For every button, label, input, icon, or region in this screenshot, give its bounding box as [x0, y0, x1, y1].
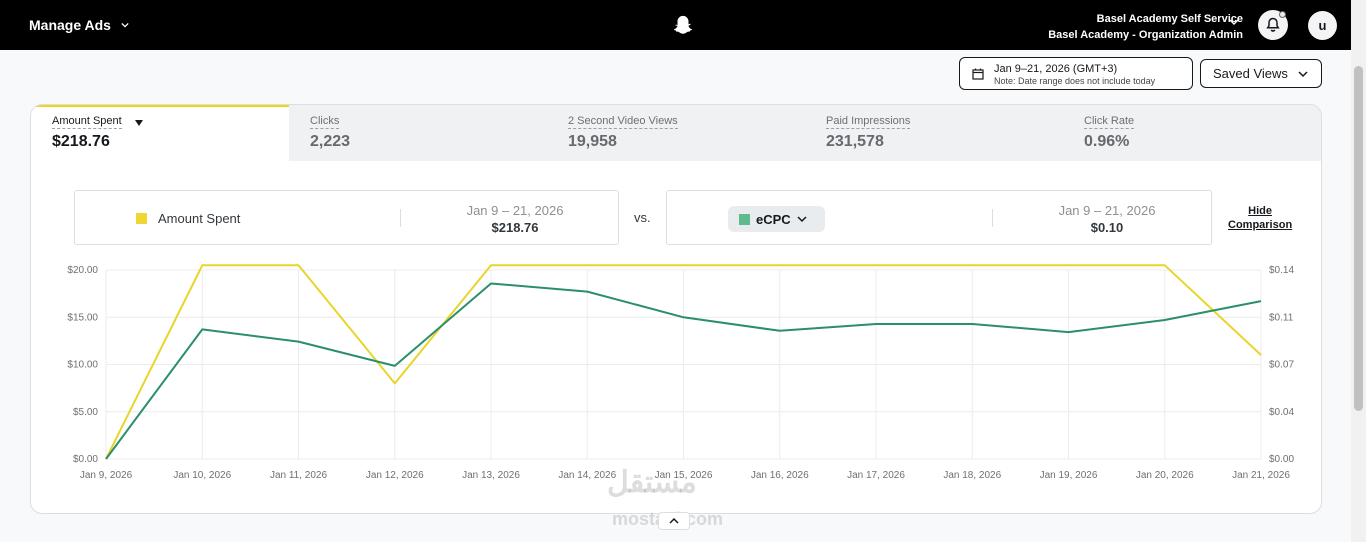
y-left-tick-label: $0.00 [73, 454, 98, 465]
saved-views-label: Saved Views [1213, 66, 1288, 81]
snapchat-ghost-icon[interactable] [672, 14, 694, 36]
tab-label: Click Rate [1084, 115, 1135, 129]
primary-metric-summary: Amount Spent Jan 9 – 21, 2026 $218.76 [74, 190, 619, 245]
x-tick-label: Jan 14, 2026 [558, 470, 616, 481]
account-switcher[interactable]: Basel Academy Self Service Basel Academy… [1048, 11, 1243, 43]
notification-dot [1279, 11, 1286, 18]
x-tick-label: Jan 18, 2026 [943, 470, 1001, 481]
y-left-tick-label: $20.00 [67, 265, 98, 276]
divider [400, 209, 401, 227]
manage-ads-label: Manage Ads [29, 17, 111, 33]
x-tick-label: Jan 17, 2026 [847, 470, 905, 481]
tab-video-views[interactable]: 2 Second Video Views 19,958 [547, 105, 805, 161]
tab-value: 0.96% [1084, 133, 1130, 150]
chevron-down-icon[interactable] [1229, 18, 1239, 26]
x-tick-label: Jan 12, 2026 [366, 470, 424, 481]
series-line-amount-spent [105, 264, 1262, 460]
y-right-tick-label: $0.04 [1269, 407, 1294, 418]
secondary-metric-label: eCPC [756, 211, 791, 227]
secondary-metric-dropdown[interactable]: eCPC [728, 206, 825, 232]
hide-comparison-link[interactable]: Hide Comparison [1228, 204, 1292, 232]
account-org: Basel Academy - Organization Admin [1048, 29, 1243, 41]
divider [992, 209, 993, 227]
x-tick-label: Jan 16, 2026 [751, 470, 809, 481]
legend-swatch-amount [136, 213, 147, 224]
tab-amount-spent[interactable]: Amount Spent $218.76 [31, 105, 289, 161]
y-left-tick-label: $10.00 [67, 360, 98, 371]
caret-down-icon[interactable] [135, 120, 143, 126]
tab-value: $218.76 [52, 133, 110, 150]
secondary-value: $0.10 [1090, 220, 1124, 235]
primary-value: $218.76 [491, 220, 539, 235]
watermark-arabic: مستقل [607, 466, 697, 499]
hide-label: Hide [1248, 205, 1273, 217]
x-tick-label: Jan 11, 2026 [270, 470, 328, 481]
scrollbar-thumb[interactable] [1354, 66, 1363, 411]
x-tick-label: Jan 19, 2026 [1040, 470, 1098, 481]
date-range-picker[interactable]: Jan 9–21, 2026 (GMT+3) Note: Date range … [959, 57, 1193, 90]
x-tick-label: Jan 20, 2026 [1136, 470, 1194, 481]
avatar-initial: u [1318, 18, 1327, 33]
primary-metric-label: Amount Spent [158, 211, 241, 226]
date-range-note: Note: Date range does not include today [994, 76, 1156, 86]
y-right-tick-label: $0.07 [1269, 360, 1294, 371]
series-line-ecpc [105, 282, 1262, 460]
metric-tabs: Amount Spent $218.76 Clicks 2,223 2 Seco… [31, 105, 1321, 161]
tab-value: 2,223 [310, 133, 351, 150]
tab-clicks[interactable]: Clicks 2,223 [289, 105, 547, 161]
vs-label: vs. [634, 210, 651, 225]
y-left-tick-label: $15.00 [67, 312, 98, 323]
chevron-down-icon [121, 22, 129, 28]
secondary-date: Jan 9 – 21, 2026 [1058, 203, 1156, 218]
collapse-button[interactable] [658, 512, 690, 530]
date-range-label: Jan 9–21, 2026 (GMT+3) [994, 63, 1118, 75]
x-tick-label: Jan 10, 2026 [173, 470, 231, 481]
x-tick-label: Jan 21, 2026 [1232, 470, 1290, 481]
chevron-down-icon [797, 216, 807, 223]
tab-value: 231,578 [826, 133, 884, 150]
secondary-metric-summary: eCPC Jan 9 – 21, 2026 $0.10 [666, 190, 1212, 245]
tab-label: Clicks [310, 115, 340, 129]
account-name: Basel Academy Self Service [1096, 13, 1243, 25]
x-tick-label: Jan 9, 2026 [80, 470, 133, 481]
y-left-tick-label: $5.00 [73, 407, 98, 418]
tab-label: 2 Second Video Views [568, 115, 678, 129]
y-right-tick-label: $0.11 [1269, 312, 1294, 323]
tab-label: Paid Impressions [826, 115, 911, 129]
x-tick-label: Jan 15, 2026 [655, 470, 713, 481]
x-tick-label: Jan 13, 2026 [462, 470, 520, 481]
y-right-tick-label: $0.14 [1269, 265, 1294, 276]
y-right-tick-label: $0.00 [1269, 454, 1294, 465]
tab-label: Amount Spent [52, 115, 122, 129]
comparison-label: Comparison [1228, 219, 1293, 231]
line-chart: $0.00 $0.00 $5.00 $0.04 $10.00 $0.07 $15.00 $0.… [67, 264, 1294, 481]
top-nav-bar: Manage Ads Basel Academy Self Service Ba… [0, 0, 1351, 50]
avatar[interactable]: u [1308, 11, 1337, 40]
chevron-up-icon [669, 517, 679, 524]
bell-icon [1266, 17, 1280, 32]
notifications-button[interactable] [1258, 10, 1288, 40]
tab-value: 19,958 [568, 133, 617, 150]
legend-swatch-ecpc [739, 213, 750, 225]
tab-paid-impressions[interactable]: Paid Impressions 231,578 [805, 105, 1063, 161]
scrollbar[interactable] [1351, 0, 1366, 542]
primary-date: Jan 9 – 21, 2026 [466, 203, 564, 218]
chevron-down-icon [1298, 70, 1308, 77]
metrics-card: Amount Spent $218.76 Clicks 2,223 2 Seco… [30, 104, 1322, 514]
calendar-icon [972, 68, 984, 80]
manage-ads-menu[interactable]: Manage Ads [29, 17, 129, 33]
tab-click-rate[interactable]: Click Rate 0.96% [1063, 105, 1321, 161]
saved-views-button[interactable]: Saved Views [1200, 59, 1322, 88]
